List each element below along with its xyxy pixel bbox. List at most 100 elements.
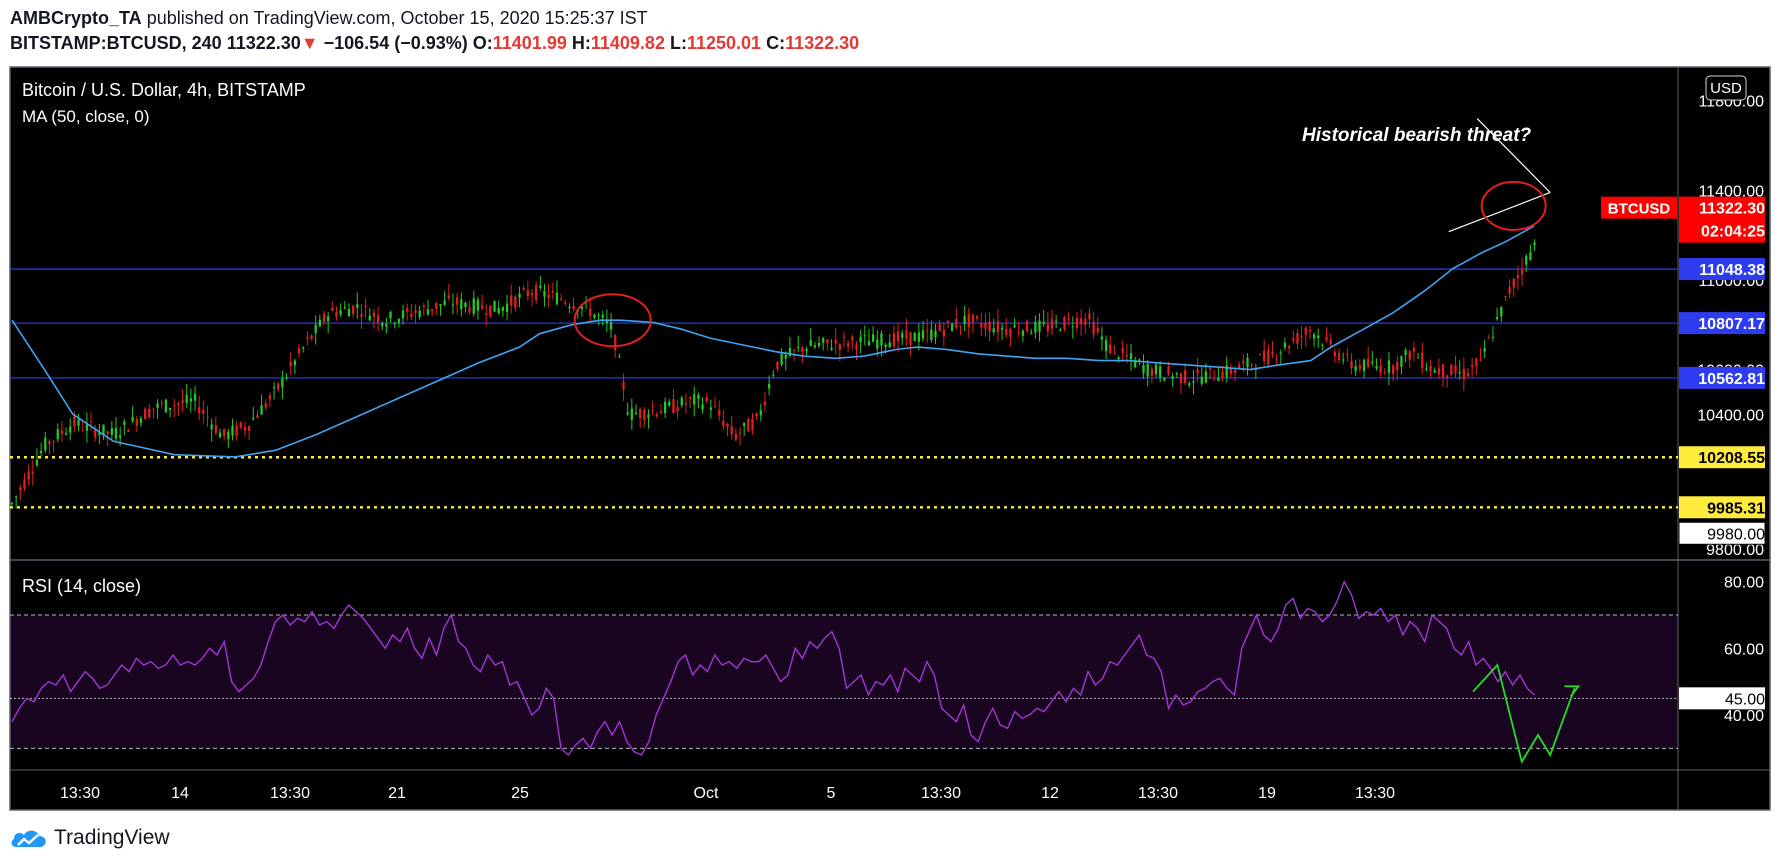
candle-body: [1512, 278, 1515, 288]
candle-body: [1367, 358, 1370, 367]
time-tick-label: 5: [827, 785, 836, 802]
candle-body: [1375, 365, 1378, 369]
candle-body: [880, 333, 883, 346]
candle: [559, 294, 563, 302]
candle-body: [934, 330, 937, 338]
candle-body: [218, 432, 222, 438]
candle: [1179, 372, 1183, 395]
candle: [277, 382, 280, 393]
candle-body: [1138, 359, 1141, 362]
highlight-circle: [1480, 180, 1547, 231]
candle-body: [1034, 322, 1037, 333]
candle-body: [1005, 329, 1008, 335]
candle: [634, 404, 638, 415]
candle-body: [896, 331, 900, 341]
candle-body: [497, 307, 500, 314]
candle-body: [455, 297, 459, 305]
candle-body: [1292, 338, 1295, 341]
currency-button[interactable]: [1705, 75, 1747, 101]
candle-body: [31, 471, 34, 474]
candle: [1100, 326, 1104, 351]
candle-body: [1350, 360, 1353, 369]
publisher-name[interactable]: AMBCrypto_TA: [10, 8, 142, 28]
candle-body: [809, 339, 812, 347]
candle-body: [410, 313, 413, 317]
candle-body: [48, 441, 51, 445]
candle-body: [1088, 313, 1091, 319]
candle-body: [114, 428, 118, 439]
candle-body: [1042, 321, 1045, 324]
candle: [272, 382, 276, 400]
candle: [1458, 360, 1461, 380]
candle-body: [372, 312, 376, 317]
candle-body: [526, 290, 529, 297]
tradingview-cloud-icon: [11, 830, 46, 847]
candle: [1283, 337, 1287, 351]
time-tick-label: Oct: [694, 785, 719, 802]
candle: [1454, 355, 1457, 378]
candle: [1471, 357, 1474, 378]
candle-body: [1504, 296, 1507, 298]
candle-body: [247, 426, 251, 431]
close-label: C:: [766, 33, 786, 53]
candle-body: [938, 324, 941, 331]
candle-body: [609, 321, 613, 330]
candle-body: [1358, 365, 1361, 370]
candle: [1441, 363, 1445, 387]
candle-body: [231, 426, 234, 436]
candle-body: [256, 415, 259, 419]
currency-button-label[interactable]: USD: [1710, 80, 1742, 97]
candle-body: [56, 429, 59, 440]
candle: [310, 334, 313, 341]
candle-body: [156, 403, 159, 408]
candle-body: [356, 304, 359, 308]
candle-body: [189, 398, 193, 402]
candle-body: [859, 336, 862, 343]
candle-body: [530, 292, 534, 296]
candle-body: [85, 422, 89, 431]
candle-body: [618, 356, 621, 358]
candle-body: [426, 309, 430, 315]
candle-body: [1283, 342, 1287, 348]
candle-body: [1238, 364, 1241, 370]
rsi-line: [11, 579, 1536, 757]
candle-body: [381, 322, 384, 327]
candle-body: [926, 330, 929, 332]
candle-body: [198, 407, 201, 414]
candle-body: [684, 402, 688, 405]
candle-body: [1242, 361, 1245, 364]
rsi-legend-label[interactable]: RSI (14, close): [22, 576, 141, 596]
candle-body: [1454, 365, 1457, 374]
candle: [1483, 340, 1486, 359]
candle-body: [10, 503, 14, 505]
candle: [406, 303, 409, 321]
candle-body: [285, 377, 288, 379]
candle-body: [73, 416, 76, 427]
candle-body: [547, 294, 550, 299]
candle: [10, 501, 14, 508]
candle-body: [817, 342, 821, 346]
candle: [826, 338, 829, 351]
level-badge-label: 10807.17: [1698, 316, 1765, 333]
candle-body: [1421, 352, 1424, 368]
ma-legend-label[interactable]: MA (50, close, 0): [22, 107, 150, 126]
candle: [1362, 358, 1366, 379]
candle: [189, 388, 193, 413]
candle: [1375, 358, 1378, 371]
candle-body: [476, 299, 480, 311]
candle-body: [1516, 274, 1520, 279]
candle-body: [1183, 370, 1187, 384]
candle-body: [942, 329, 945, 337]
candle-body: [555, 292, 559, 305]
candle: [776, 361, 779, 372]
candle: [223, 428, 226, 441]
footer-brand[interactable]: TradingView: [10, 826, 170, 850]
candle-body: [726, 424, 729, 427]
candle-body: [223, 429, 226, 437]
candle: [331, 301, 334, 312]
crosshair-price-label: 9980.00: [1707, 526, 1765, 543]
candle-body: [1050, 318, 1054, 329]
candle: [738, 427, 742, 446]
candle: [1512, 277, 1515, 297]
candle-body: [884, 344, 887, 348]
